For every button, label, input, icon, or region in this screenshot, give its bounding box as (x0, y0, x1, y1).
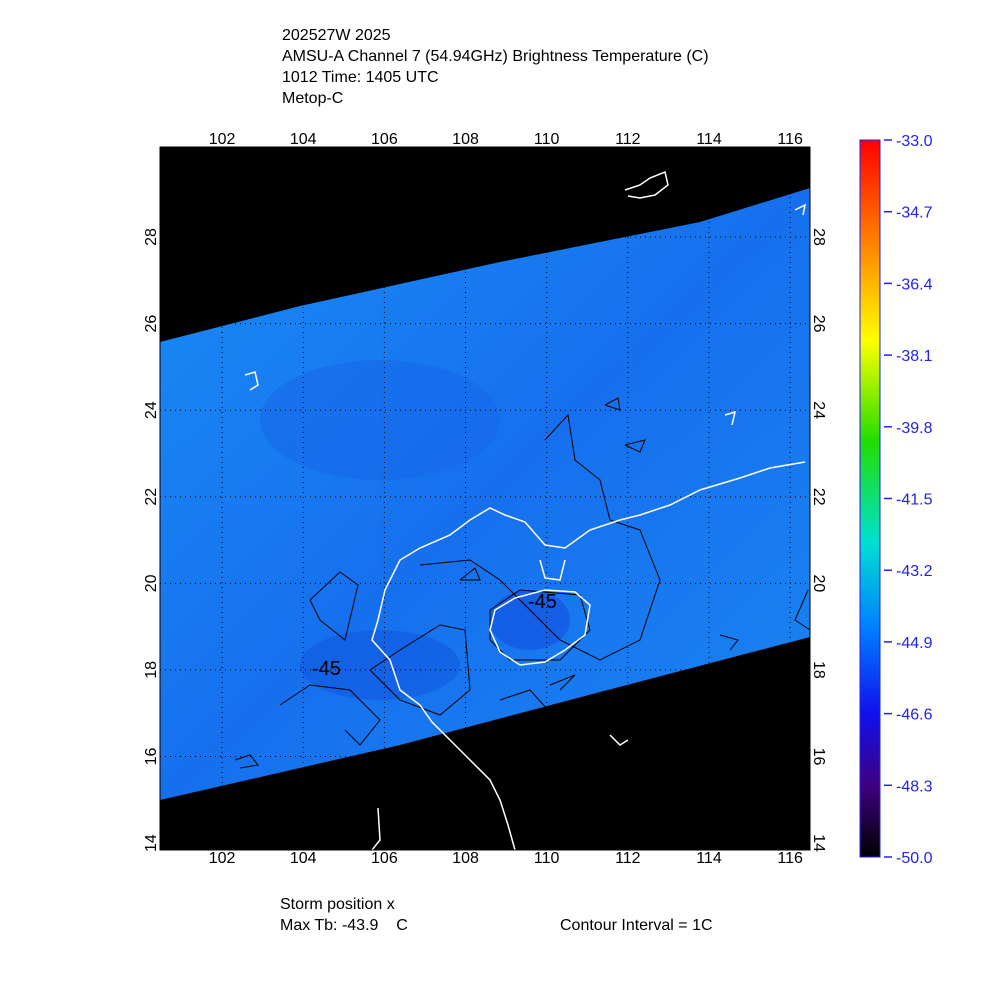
contour-line (499, 689, 549, 711)
colorbar-tick-label: -44.9 (896, 635, 933, 652)
coastline (724, 410, 737, 426)
coastline (794, 203, 807, 216)
y-tick-label: 22 (143, 488, 160, 506)
header-line: 202527W 2025 (282, 27, 391, 44)
x-tick-label: 108 (452, 850, 479, 867)
y-tick-label: 18 (143, 661, 160, 679)
footer-max-tb: Max Tb: -43.9 C (280, 917, 408, 934)
header-line: Metop-C (282, 90, 343, 107)
colorbar-tick-label: -33.0 (896, 133, 933, 150)
y-tick-label: 24 (143, 401, 160, 419)
contour-line (369, 624, 471, 716)
colorbar-tick-label: -43.2 (896, 563, 933, 580)
colorbar-tick-label: -41.5 (896, 492, 933, 509)
colorbar-tick-label: -46.6 (896, 707, 933, 724)
contour-line (234, 754, 259, 769)
y-tick-label: 26 (810, 315, 827, 333)
x-tick-label: 116 (777, 850, 803, 867)
x-tick-label: 110 (534, 850, 560, 867)
x-tick-label: 106 (371, 131, 398, 148)
colorbar-tick-label: -50.0 (896, 850, 933, 867)
grid (160, 147, 810, 850)
coastlines (244, 170, 807, 851)
contour-line (624, 439, 646, 453)
y-tick-label: 28 (810, 228, 827, 246)
y-tick-label: 18 (810, 661, 827, 679)
x-tick-label: 104 (290, 850, 317, 867)
y-tick-label: 14 (143, 834, 160, 852)
y-tick-label: 14 (810, 834, 827, 852)
contour-line (794, 589, 811, 631)
x-tick-label: 106 (371, 850, 398, 867)
contour-line (719, 634, 739, 651)
island-hainan (489, 589, 591, 666)
y-tick-label: 24 (810, 401, 827, 419)
contour-label: -45 (528, 591, 557, 613)
x-tick-label: 102 (209, 131, 236, 148)
header-line: 1012 Time: 1405 UTC (282, 69, 439, 86)
colorbar-scale (859, 139, 881, 858)
colorbar-tick-label: -34.7 (896, 205, 933, 222)
x-tick-label: 112 (615, 850, 641, 867)
header-line: AMSU-A Channel 7 (54.94GHz) Brightness T… (282, 48, 709, 65)
contour-line (279, 684, 381, 746)
x-tick-label: 110 (534, 131, 560, 148)
coastline (609, 734, 629, 746)
x-tick-label: 114 (696, 131, 722, 148)
contour-line (549, 674, 576, 691)
y-tick-label: 26 (143, 315, 160, 333)
coastline (244, 371, 259, 391)
x-tick-label: 112 (615, 131, 641, 148)
contour-line (419, 413, 661, 661)
map: -45 -45 (159, 146, 811, 851)
coastline (371, 807, 381, 851)
y-tick-label: 16 (810, 748, 827, 766)
contours (234, 397, 811, 769)
swath-shading (260, 360, 500, 480)
coastline (371, 461, 806, 851)
x-tick-label: 108 (452, 131, 479, 148)
colorbar-tick-label: -36.4 (896, 276, 933, 293)
contour-label: -45 (312, 658, 341, 680)
header: 202527W 2025 AMSU-A Channel 7 (54.94GHz)… (282, 27, 709, 107)
x-tick-label: 116 (777, 131, 803, 148)
coastline (539, 559, 566, 581)
y-tick-label: 28 (143, 228, 160, 246)
colorbar-tick-label: -38.1 (896, 348, 933, 365)
y-tick-label: 20 (810, 574, 827, 592)
map-frame (159, 146, 811, 851)
contour-line (489, 589, 591, 661)
colorbar-tick-label: -39.8 (896, 420, 933, 437)
footer-storm: Storm position x (280, 896, 395, 913)
y-tick-label: 16 (143, 747, 160, 765)
contour-line (604, 397, 621, 411)
swath-shading (300, 630, 460, 700)
footer-interval: Contour Interval = 1C (560, 917, 713, 934)
colorbar: -33.0 -34.7 -36.4 -38.1 -39.8 -41.5 -43.2 -44.9… (859, 133, 933, 867)
colorbar-tick-label: -48.3 (896, 778, 933, 795)
x-tick-label: 104 (290, 131, 317, 148)
y-tick-label: 22 (810, 488, 827, 506)
coastline (624, 170, 669, 199)
swath-shading (490, 590, 570, 650)
y-tick-label: 20 (143, 574, 160, 592)
x-tick-label: 114 (696, 850, 722, 867)
x-tick-label: 102 (209, 850, 236, 867)
contour-line (459, 567, 481, 581)
contour-line (309, 571, 359, 641)
footer: Storm position x Max Tb: -43.9 C Contour… (280, 896, 713, 934)
